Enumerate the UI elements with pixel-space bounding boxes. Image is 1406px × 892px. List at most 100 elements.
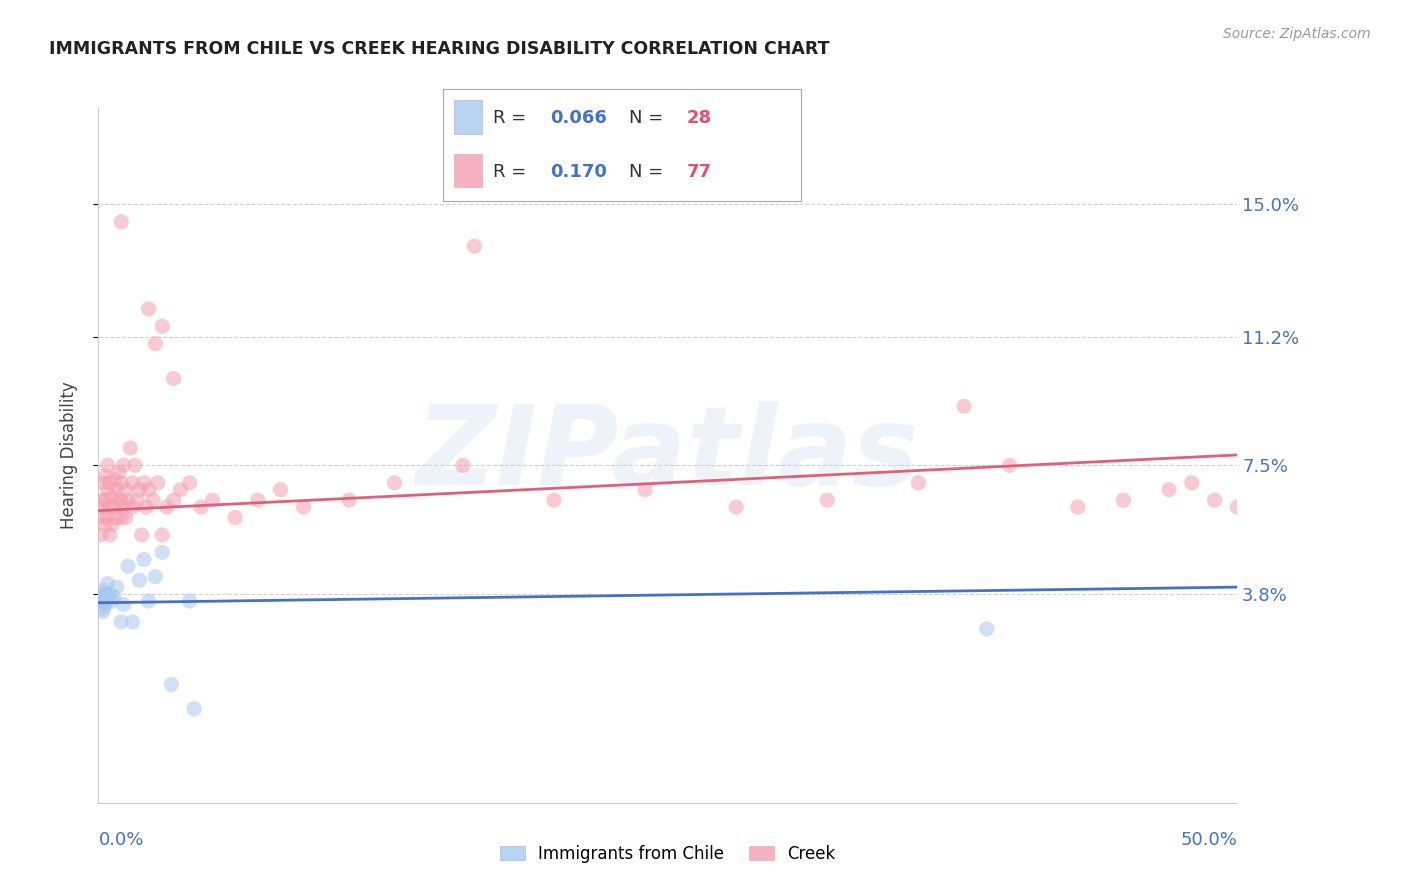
Text: ZIPatlas: ZIPatlas — [416, 401, 920, 508]
Point — [114, 483, 136, 497]
Point — [1204, 493, 1226, 508]
Point — [127, 493, 149, 508]
Point — [96, 483, 118, 497]
Point — [543, 493, 565, 508]
Point — [725, 500, 748, 514]
Point — [131, 528, 153, 542]
Point — [145, 570, 167, 584]
Point — [1067, 500, 1090, 514]
Point — [110, 215, 132, 229]
Point — [384, 475, 406, 490]
Point — [138, 594, 160, 608]
Bar — [454, 153, 482, 187]
Y-axis label: Hearing Disability: Hearing Disability — [59, 381, 77, 529]
Point — [634, 483, 657, 497]
Text: 0.170: 0.170 — [551, 162, 607, 181]
Point — [146, 475, 169, 490]
Point — [1385, 475, 1406, 490]
Point — [183, 702, 205, 716]
Text: N =: N = — [630, 162, 664, 181]
Point — [110, 510, 132, 524]
Point — [145, 336, 167, 351]
Point — [1317, 500, 1340, 514]
Point — [1340, 483, 1362, 497]
Point — [976, 622, 998, 636]
Point — [98, 475, 121, 490]
Point — [101, 490, 124, 504]
Point — [132, 552, 155, 566]
Point — [103, 500, 125, 514]
Point — [91, 493, 114, 508]
Point — [1181, 475, 1204, 490]
Point — [91, 605, 114, 619]
Point — [103, 591, 125, 605]
Text: IMMIGRANTS FROM CHILE VS CREEK HEARING DISABILITY CORRELATION CHART: IMMIGRANTS FROM CHILE VS CREEK HEARING D… — [49, 40, 830, 58]
Point — [120, 441, 142, 455]
Text: R =: R = — [494, 109, 526, 128]
Point — [292, 500, 315, 514]
Point — [337, 493, 360, 508]
Point — [105, 510, 128, 524]
Point — [90, 591, 112, 605]
Point — [270, 483, 292, 497]
Point — [108, 493, 131, 508]
Point — [162, 493, 184, 508]
Point — [101, 517, 124, 532]
Point — [96, 510, 118, 524]
Point — [112, 500, 135, 514]
Point — [135, 500, 157, 514]
Point — [190, 500, 212, 514]
Text: 0.066: 0.066 — [551, 109, 607, 128]
Point — [121, 475, 143, 490]
Point — [98, 528, 121, 542]
Point — [128, 573, 150, 587]
Point — [110, 493, 132, 508]
Point — [1362, 493, 1385, 508]
Point — [94, 587, 117, 601]
Text: 77: 77 — [686, 162, 711, 181]
Point — [110, 475, 132, 490]
Point — [90, 594, 112, 608]
Point — [124, 458, 146, 473]
Point — [94, 598, 117, 612]
Point — [1271, 475, 1294, 490]
Point — [90, 500, 112, 514]
Point — [998, 458, 1021, 473]
Point — [103, 472, 125, 486]
Point — [246, 493, 269, 508]
Point — [132, 475, 155, 490]
Point — [94, 493, 117, 508]
Point — [117, 559, 139, 574]
Point — [112, 458, 135, 473]
Point — [91, 510, 114, 524]
Point — [110, 615, 132, 629]
Point — [179, 475, 201, 490]
Point — [224, 510, 246, 524]
Point — [169, 483, 191, 497]
Point — [96, 576, 118, 591]
Point — [463, 239, 485, 253]
Point — [1112, 493, 1135, 508]
Point — [156, 500, 179, 514]
Point — [121, 500, 143, 514]
Point — [90, 528, 112, 542]
Point — [98, 500, 121, 514]
Point — [98, 587, 121, 601]
Point — [162, 371, 184, 385]
Point — [142, 493, 165, 508]
Point — [105, 483, 128, 497]
Point — [815, 493, 838, 508]
Point — [907, 475, 929, 490]
Point — [91, 583, 114, 598]
Point — [101, 594, 124, 608]
Point — [91, 601, 114, 615]
Point — [1157, 483, 1180, 497]
Point — [91, 475, 114, 490]
Point — [1226, 500, 1249, 514]
Point — [953, 399, 976, 413]
Point — [138, 301, 160, 316]
Text: N =: N = — [630, 109, 664, 128]
Text: 28: 28 — [686, 109, 711, 128]
Point — [150, 545, 173, 559]
Point — [94, 468, 117, 483]
